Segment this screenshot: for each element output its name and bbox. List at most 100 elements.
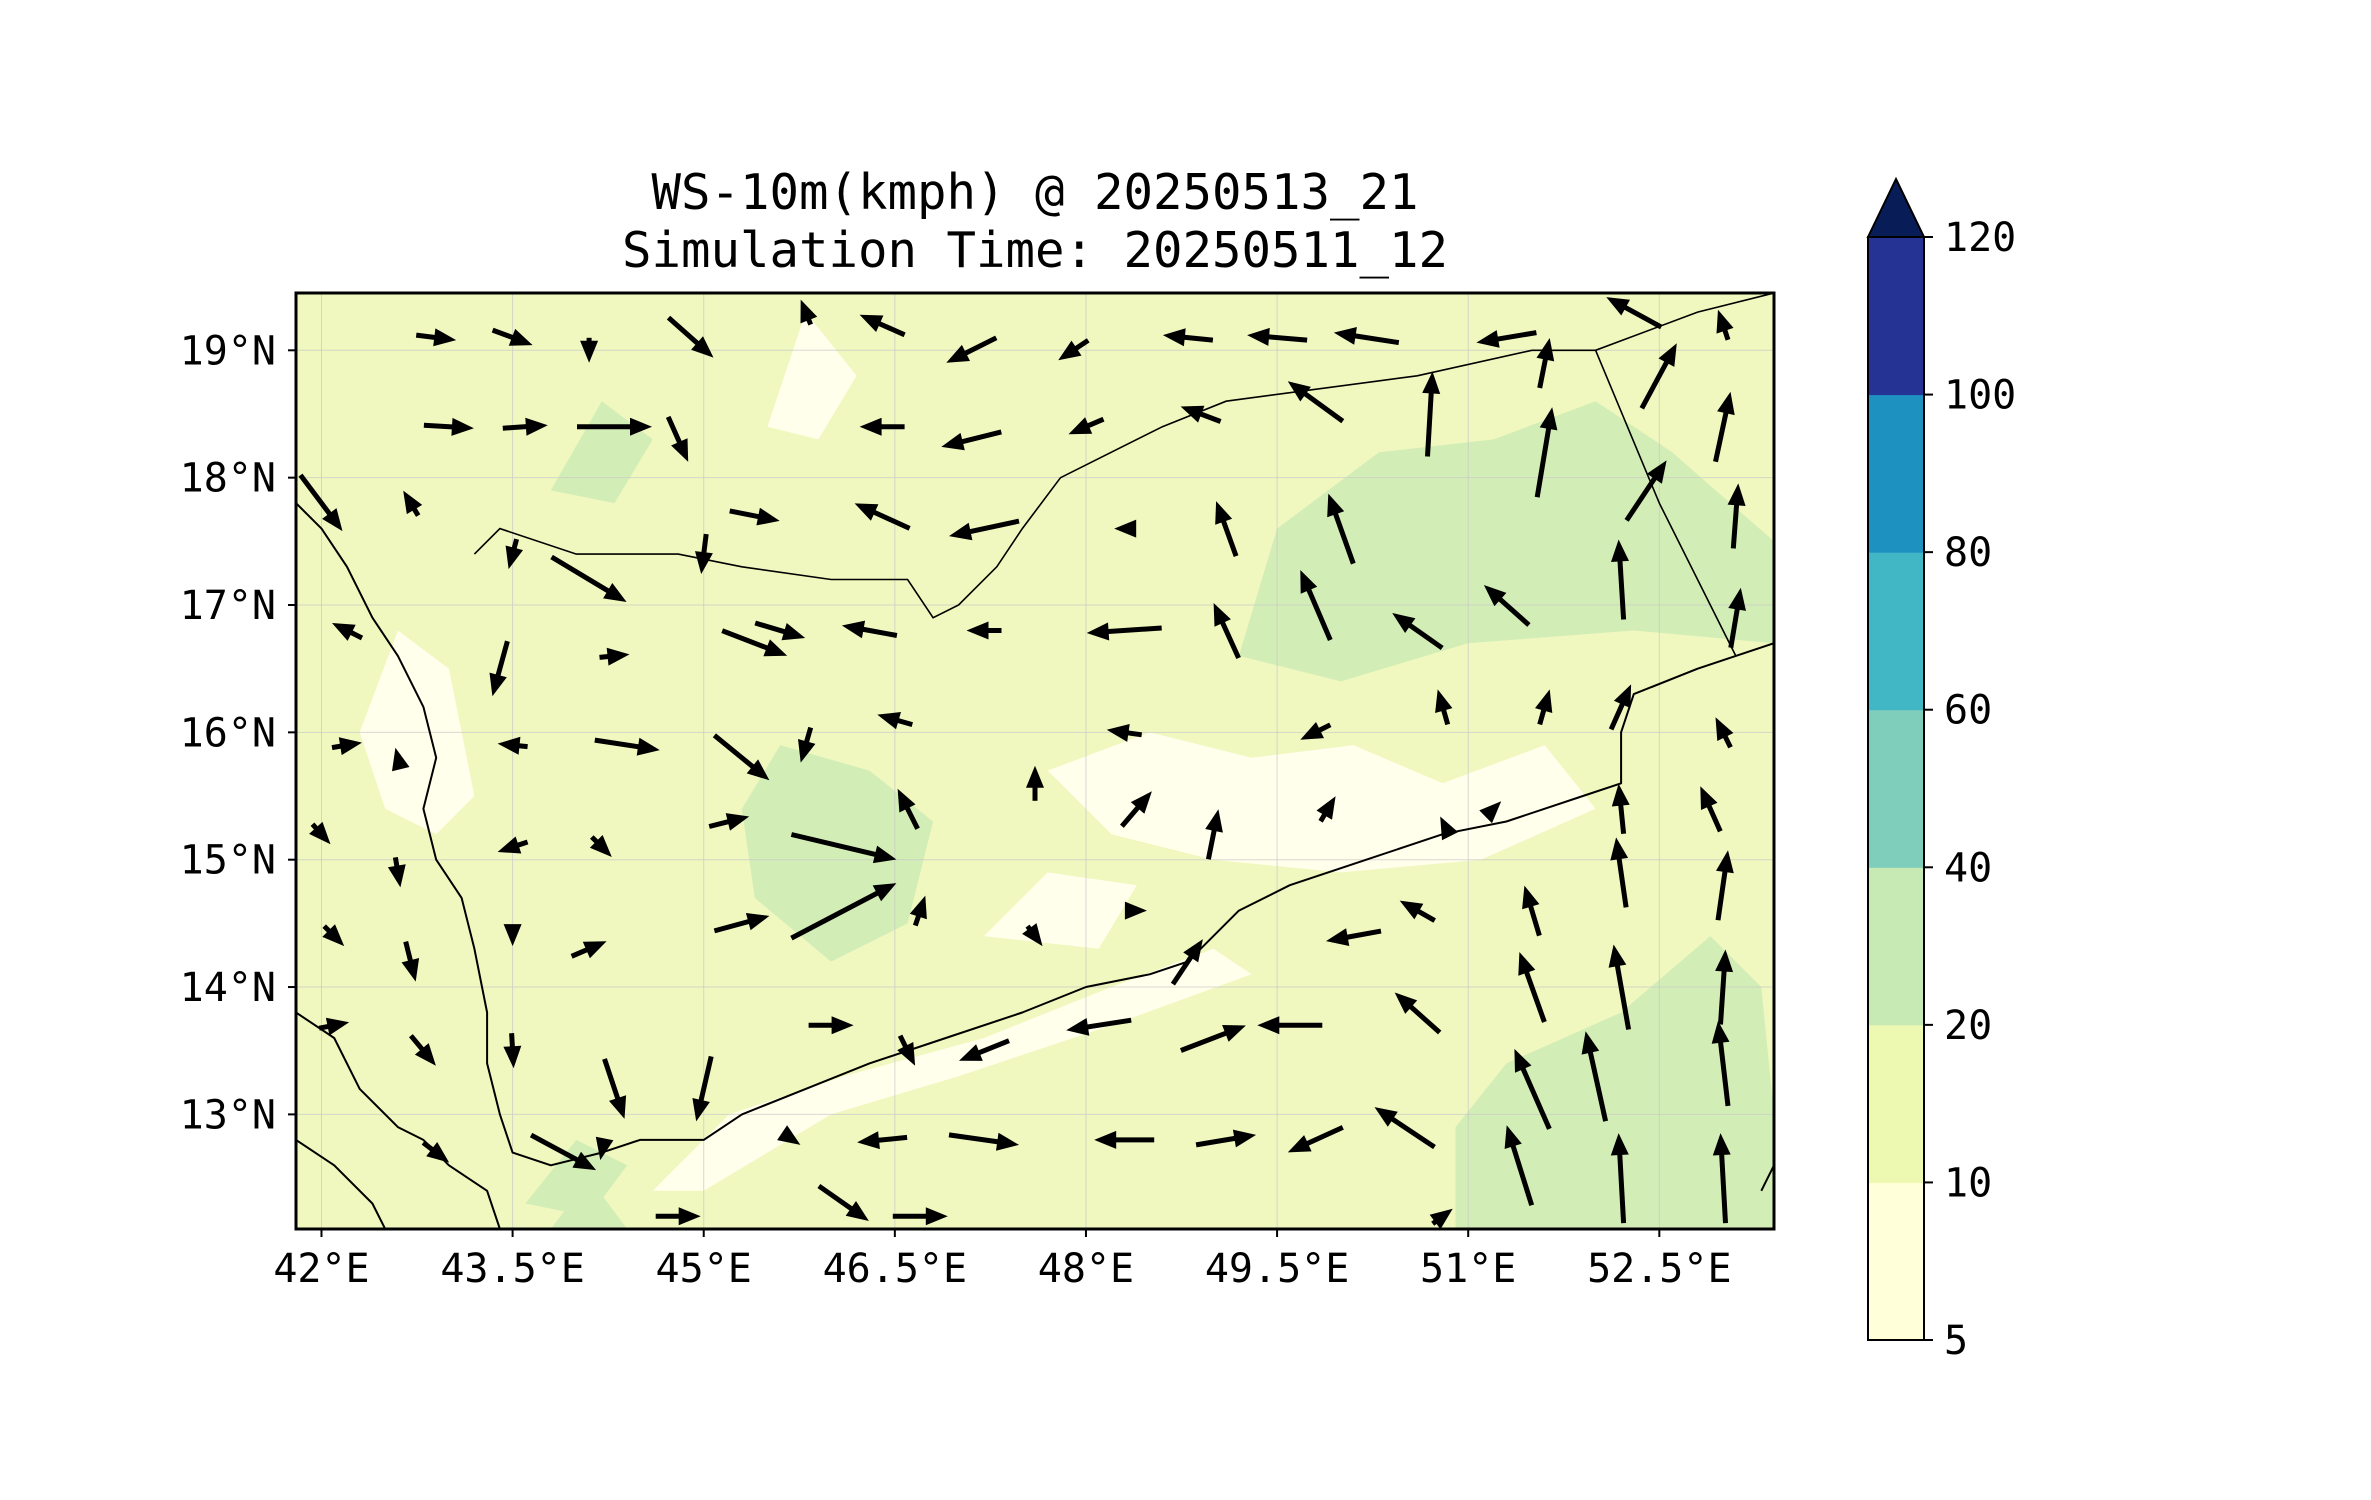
wind-vector-shaft	[1722, 734, 1733, 749]
wind-vector	[859, 314, 906, 338]
wind-vector-shaft	[1510, 1143, 1535, 1207]
wind-vector-head	[332, 623, 356, 641]
wind-vector-head	[401, 958, 420, 982]
wind-vector	[665, 415, 689, 462]
wind-vector-head	[433, 328, 457, 347]
wind-vector-head	[497, 836, 522, 854]
wind-vector	[1326, 928, 1382, 946]
wind-vector	[1728, 587, 1746, 649]
wind-vector-head	[966, 621, 989, 640]
wind-vector-head	[630, 417, 652, 436]
wind-vector-head	[1610, 1133, 1629, 1156]
wind-vector-shaft	[421, 1140, 435, 1153]
wind-vector-head	[678, 1207, 701, 1226]
wind-vector-head	[1716, 850, 1734, 874]
wind-vector	[695, 533, 713, 575]
wind-vector-shaft	[529, 1132, 580, 1163]
wind-vector-shaft	[1534, 426, 1552, 498]
colorbar-band	[1868, 1182, 1924, 1341]
wind-vector	[1327, 493, 1356, 565]
wind-vector-shaft	[897, 1034, 909, 1049]
x-tick-label: 43.5°E	[440, 1246, 585, 1292]
wind-vector-head	[1327, 493, 1345, 518]
wind-vector-shaft	[803, 726, 814, 745]
wind-vector	[1300, 722, 1332, 740]
wind-vector-shaft	[1220, 519, 1239, 557]
wind-vector-head	[322, 924, 345, 947]
wind-vector	[1106, 724, 1143, 742]
wind-vector	[897, 1034, 916, 1066]
wind-vector-shaft	[1617, 559, 1627, 620]
colorbar-tick-label: 120	[1944, 215, 2016, 261]
wind-vector	[1257, 1016, 1323, 1035]
wind-vector-shaft	[1317, 722, 1332, 734]
wind-vector	[1639, 343, 1677, 410]
wind-vector-shaft	[1728, 607, 1740, 649]
wind-vector-head	[338, 737, 362, 756]
x-tick-label: 42°E	[273, 1246, 369, 1292]
wind-vector-shaft	[871, 509, 911, 531]
wind-vector	[909, 895, 927, 927]
wind-vector-shaft	[817, 1183, 854, 1212]
wind-vector-head	[1374, 1107, 1398, 1127]
wind-vector-head	[1658, 343, 1677, 367]
wind-vector-shaft	[712, 733, 756, 770]
wind-vector	[655, 1207, 701, 1226]
wind-vector-head	[1422, 371, 1441, 394]
wind-vector-shaft	[1305, 587, 1333, 641]
wind-vector	[1058, 338, 1090, 361]
wind-vector-head	[777, 1125, 801, 1145]
wind-vector-shaft	[602, 1058, 621, 1101]
wind-vector-shaft	[904, 805, 920, 830]
wind-vector-shaft	[1266, 334, 1308, 343]
wind-vector-shaft	[1415, 908, 1436, 923]
wind-vector-shaft	[968, 518, 1020, 535]
wind-vector	[1422, 371, 1441, 457]
y-tick-label: 13°N	[180, 1092, 276, 1138]
wind-vector	[1610, 1133, 1629, 1224]
wind-vector-shaft	[1425, 391, 1434, 457]
coastline	[1760, 1164, 1774, 1192]
wind-vector	[322, 924, 345, 947]
wind-vector-shaft	[1302, 390, 1345, 424]
x-tick-label: 52.5°E	[1587, 1246, 1732, 1292]
wind-vector	[946, 335, 998, 363]
wind-vector	[392, 747, 410, 772]
wind-vector	[1711, 1020, 1731, 1107]
wind-vector-head	[1066, 1018, 1090, 1036]
wind-vector-shaft	[876, 1134, 908, 1143]
wind-vector-head	[1232, 1129, 1257, 1148]
wind-vector	[1611, 539, 1629, 620]
wind-vector	[423, 417, 474, 436]
wind-vector	[1026, 765, 1044, 801]
wind-vector	[1392, 613, 1444, 651]
wind-vector-shaft	[495, 640, 510, 678]
border-line	[1594, 349, 1737, 657]
wind-vector	[1205, 809, 1223, 860]
wind-vector-shaft	[861, 626, 898, 638]
wind-vector	[1119, 791, 1152, 828]
wind-vector-head	[1712, 1133, 1731, 1156]
wind-vector-shaft	[570, 946, 590, 959]
wind-vector-head	[1287, 1135, 1312, 1153]
wind-vector-shaft	[1389, 1116, 1436, 1150]
wind-vector-shaft	[1520, 1066, 1552, 1130]
wind-vector	[1180, 405, 1222, 424]
wind-vector-shaft	[1497, 596, 1531, 627]
wind-vector-shaft	[1073, 338, 1090, 352]
wind-vector	[1213, 603, 1241, 660]
wind-vector-head	[763, 639, 788, 657]
wind-vector-head	[1479, 801, 1502, 824]
wind-vector-shaft	[666, 315, 701, 347]
wind-vector-shaft	[790, 890, 880, 941]
calm-wind-region	[652, 948, 1252, 1191]
wind-vector	[777, 1125, 801, 1145]
wind-vector	[800, 299, 818, 326]
wind-vector-shaft	[1523, 970, 1547, 1023]
coastlines	[296, 502, 1774, 1229]
wind-vector-head	[589, 835, 612, 857]
y-tick-label: 14°N	[180, 965, 276, 1011]
wind-vector-head	[854, 503, 879, 521]
wind-vector-head	[1611, 539, 1629, 562]
